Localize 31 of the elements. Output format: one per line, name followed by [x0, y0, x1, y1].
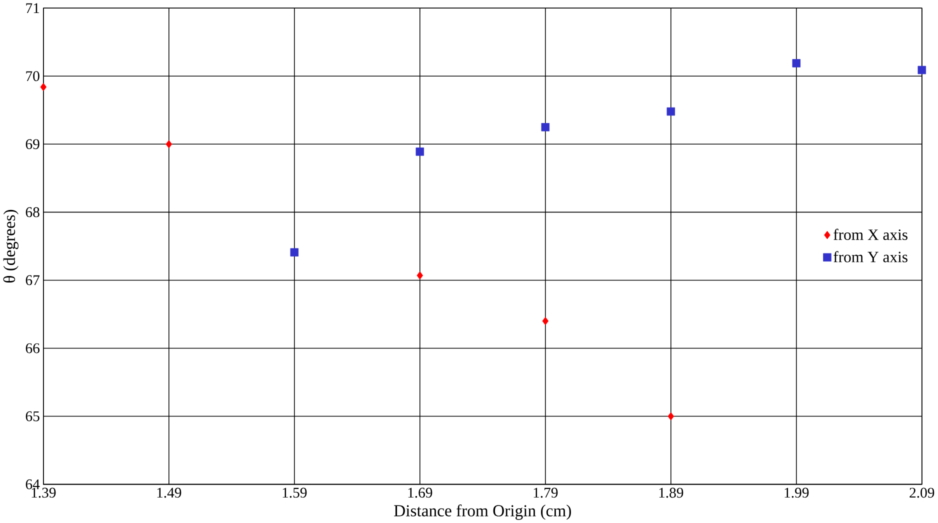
x-tick-label: 1.49: [157, 488, 182, 498]
y-tick-label: 67: [26, 275, 40, 286]
point: [416, 148, 424, 156]
point: [541, 123, 550, 132]
x-tick-label: 1.59: [282, 488, 307, 498]
x-tick-label: 1.69: [408, 488, 432, 498]
y-tick-label: 71: [26, 3, 40, 13]
legend-label: from X axis: [834, 228, 908, 240]
y-tick-label: 70: [26, 71, 40, 82]
y-tick-label: 65: [26, 411, 40, 422]
y-tick-label: 64: [26, 479, 40, 490]
point: [416, 271, 424, 280]
point: [666, 107, 675, 116]
x-tick-label: 2.09: [910, 488, 934, 498]
point: [166, 140, 172, 148]
point: [792, 59, 800, 68]
y-axis-title: θ (degrees): [3, 210, 19, 282]
point: [918, 66, 926, 74]
x-axis-title: Distance from Origin (cm): [394, 504, 571, 520]
x-tick-label: 1.99: [784, 488, 809, 498]
x-tick-label: 1.79: [534, 488, 558, 498]
y-tick-label: 69: [26, 139, 40, 150]
point: [668, 412, 674, 420]
point: [542, 316, 549, 326]
y-tick-label: 68: [26, 207, 40, 218]
x-tick-label: 1.89: [659, 488, 684, 498]
legend-label: from Y axis: [834, 251, 908, 262]
y-tick-label: 66: [26, 343, 40, 354]
point: [40, 82, 47, 92]
x-tick-label: 1.39: [32, 488, 56, 498]
point: [290, 248, 299, 256]
